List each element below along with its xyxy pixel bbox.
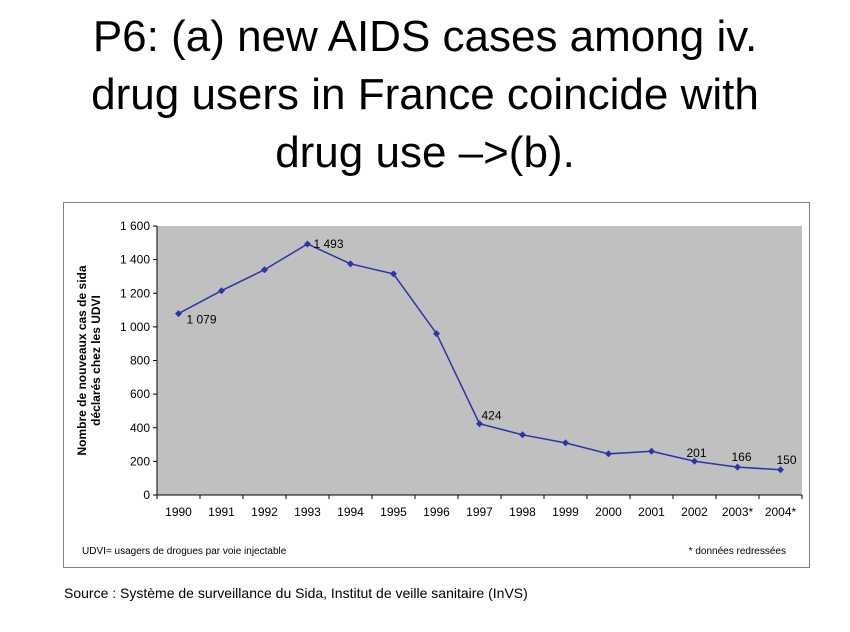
x-tick-label: 2003* [722,505,754,519]
y-tick-label: 400 [130,421,150,435]
x-tick-label: 1993 [294,505,321,519]
footnote-left: UDVI= usagers de drogues par voie inject… [82,546,287,557]
y-tick-label: 1 400 [120,253,150,267]
data-point [218,287,225,295]
x-tick-label: 1996 [423,505,450,519]
y-tick-label: 200 [130,454,150,468]
y-axis-label-line-1: Nombre de nouveaux cas de sida [75,265,89,455]
y-axis-label-line-2: déclarés chez les UDVI [89,295,103,426]
data-label: 166 [732,450,752,464]
y-tick-label: 1 200 [120,286,150,300]
data-label: 1 493 [314,237,344,251]
x-tick-label: 1997 [466,505,493,519]
data-label: 201 [687,446,707,460]
y-tick-label: 800 [130,354,150,368]
data-point [261,266,268,274]
data-point [734,463,741,471]
data-label: 424 [482,409,502,423]
data-point [347,260,354,268]
x-tick-label: 1999 [552,505,579,519]
data-point [519,431,526,439]
y-tick-label: 1 600 [120,219,150,233]
data-label: 150 [777,453,797,467]
data-label: 1 079 [187,313,217,327]
y-tick-label: 1 000 [120,320,150,334]
data-point [304,240,311,248]
data-point [777,466,784,474]
x-tick-label: 1991 [208,505,235,519]
line-chart: 0 200 400 600 800 1 000 1 200 1 400 1 600 1990 199… [75,219,803,557]
y-tick-label: 600 [130,387,150,401]
data-point [691,457,698,465]
x-tick-label: 2002 [681,505,708,519]
title-line-3: drug use –>(b). [275,128,575,177]
x-tick-label: 1998 [509,505,536,519]
slide-title: P6: (a) new AIDS cases among iv. drug us… [0,8,850,182]
data-point [562,439,569,447]
x-tick-label: 1992 [251,505,278,519]
ticks: 0 200 400 600 800 1 000 1 200 1 400 1 600 1990 199… [120,219,803,519]
x-tick-label: 1994 [337,505,364,519]
title-line-1: P6: (a) new AIDS cases among iv. [92,12,758,61]
data-point [390,270,397,278]
data-point [175,310,182,318]
x-tick-label: 2001 [638,505,665,519]
data-point [648,447,655,455]
footnote-right: * données redressées [689,546,786,557]
data-point [605,450,612,458]
data-point [433,330,440,338]
x-tick-label: 2000 [595,505,622,519]
x-tick-label: 2004* [765,505,797,519]
series-group [175,240,784,474]
data-labels: 1 079 1 493 424 201 166 150 [187,237,797,467]
data-point [476,420,483,428]
chart-frame: 0 200 400 600 800 1 000 1 200 1 400 1 600 1990 199… [63,202,810,568]
source-note: Source : Système de surveillance du Sida… [64,585,528,601]
y-tick-label: 0 [143,488,150,502]
x-tick-label: 1995 [380,505,407,519]
x-tick-label: 1990 [165,505,192,519]
title-line-2: drug users in France coincide with [91,70,759,119]
